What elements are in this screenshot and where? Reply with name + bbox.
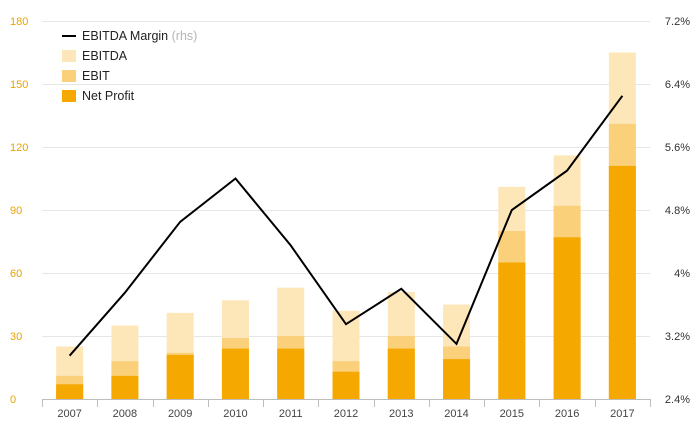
gridlines — [42, 21, 650, 337]
legend-label-rhs: (rhs) — [172, 29, 198, 43]
right-axis-tick-label: 7.2% — [665, 16, 690, 28]
left-axis-tick-label: 120 — [10, 142, 28, 154]
right-axis-tick-label: 4% — [674, 268, 690, 280]
ebitda-margin-line — [68, 95, 624, 357]
left-axis-tick-label: 180 — [10, 16, 28, 28]
x-axis-tick-label: 2016 — [555, 408, 579, 420]
right-axis-ticks: 2.4% 3.2% 4% 4.8% 5.6% 6.4% 7.2% — [665, 16, 690, 406]
right-axis-tick-label: 4.8% — [665, 205, 690, 217]
x-axis-ticks: 2007 2008 2009 2010 2011 2012 2013 2014 2015 2016… — [42, 399, 651, 420]
left-axis-ticks: 0 30 60 90 120 150 180 — [10, 16, 28, 406]
x-axis-tick-label: 2013 — [389, 408, 413, 420]
bar-net-profit — [443, 359, 471, 399]
left-axis-tick-label: 30 — [10, 331, 22, 343]
bar-net-profit — [553, 237, 581, 399]
x-axis-tick-label: 2012 — [334, 408, 358, 420]
x-axis-tick-label: 2008 — [113, 408, 137, 420]
legend-swatch-ebitda — [62, 50, 76, 62]
left-axis-tick-label: 90 — [10, 205, 22, 217]
x-axis-tick-label: 2011 — [279, 408, 303, 420]
bars — [56, 52, 636, 400]
bar-net-profit — [332, 371, 360, 399]
bar-net-profit — [498, 262, 526, 399]
x-axis-tick-label: 2010 — [223, 408, 247, 420]
legend-label-ebitda: EBITDA — [82, 49, 128, 63]
bar-net-profit — [608, 165, 636, 399]
right-axis-tick-label: 6.4% — [665, 79, 690, 91]
bar-net-profit — [387, 348, 415, 399]
x-axis-tick-label: 2017 — [610, 408, 634, 420]
left-axis-tick-label: 150 — [10, 79, 28, 91]
bar-net-profit — [111, 375, 139, 399]
legend-label-ebitda-margin: EBITDA Margin (rhs) — [82, 29, 197, 43]
x-axis-tick-label: 2009 — [168, 408, 192, 420]
right-axis-tick-label: 5.6% — [665, 142, 690, 154]
x-axis-tick-label: 2015 — [500, 408, 524, 420]
bar-net-profit — [166, 354, 194, 399]
bar-net-profit — [277, 348, 305, 399]
legend: EBITDA Margin (rhs) EBITDA EBIT Net Prof… — [62, 29, 197, 103]
legend-label-ebit: EBIT — [82, 69, 110, 83]
left-axis-tick-label: 0 — [10, 394, 16, 406]
right-axis-tick-label: 2.4% — [665, 394, 690, 406]
bar-net-profit — [56, 384, 84, 399]
right-axis-tick-label: 3.2% — [665, 331, 690, 343]
legend-swatch-net-profit — [62, 90, 76, 102]
x-axis-tick-label: 2014 — [444, 408, 468, 420]
legend-swatch-ebit — [62, 70, 76, 82]
x-axis-tick-label: 2007 — [57, 408, 81, 420]
left-axis-tick-label: 60 — [10, 268, 22, 280]
legend-label-net-profit: Net Profit — [82, 89, 135, 103]
bar-net-profit — [221, 348, 249, 399]
